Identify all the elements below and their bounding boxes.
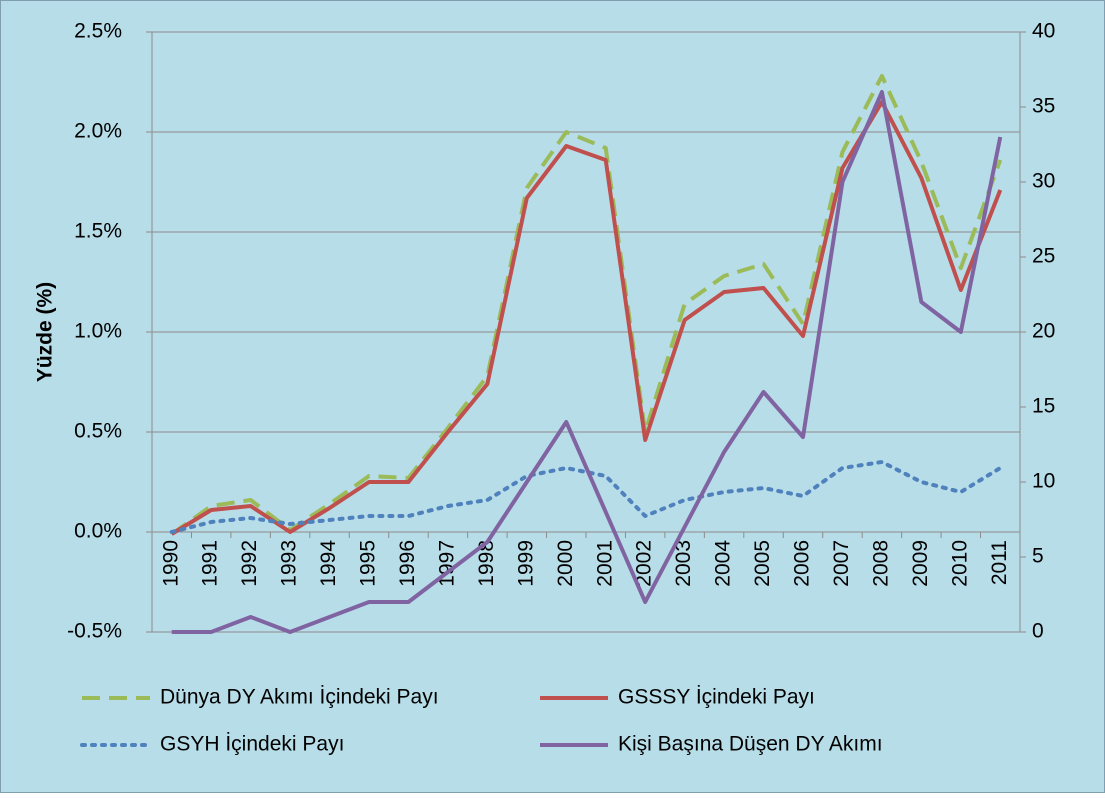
legend-label: Kişi Başına Düşen DY Akımı bbox=[618, 733, 883, 756]
x-tick-label: 2003 bbox=[672, 540, 695, 587]
x-tick-label: 2006 bbox=[791, 540, 814, 587]
x-tick-label: 2011 bbox=[988, 540, 1011, 585]
x-tick-label: 2001 bbox=[593, 540, 616, 587]
series-line bbox=[170, 74, 1003, 536]
x-tick-label: 1991 bbox=[199, 540, 222, 587]
y-tick-label: 0.5% bbox=[74, 420, 122, 443]
x-tick-label: 2002 bbox=[633, 540, 656, 587]
y2-tick-label: 25 bbox=[1032, 245, 1055, 268]
x-tick-label: 1996 bbox=[396, 540, 419, 587]
x-tick-label: 1995 bbox=[357, 540, 380, 587]
legend-label: GSSSY İçindeki Payı bbox=[618, 686, 815, 709]
y2-tick-label: 30 bbox=[1032, 170, 1055, 193]
x-tick-label: 1999 bbox=[514, 540, 537, 587]
series-line bbox=[169, 460, 1003, 534]
y2-tick-label: 10 bbox=[1032, 470, 1055, 493]
x-tick-label: 2009 bbox=[909, 540, 932, 587]
x-tick-label: 2007 bbox=[830, 540, 853, 587]
legend-label: GSYH İçindeki Payı bbox=[160, 733, 344, 756]
y-tick-label: 2.5% bbox=[74, 20, 122, 43]
x-tick-label: 1993 bbox=[278, 540, 301, 587]
y-tick-label: 1.0% bbox=[74, 320, 122, 343]
y-tick-label: 1.5% bbox=[74, 220, 122, 243]
y2-tick-label: 5 bbox=[1032, 545, 1044, 568]
x-tick-label: 1994 bbox=[317, 540, 340, 587]
x-tick-label: 2004 bbox=[712, 540, 735, 587]
y2-tick-label: 15 bbox=[1032, 395, 1055, 418]
y2-tick-label: 0 bbox=[1032, 620, 1044, 643]
y2-tick-label: 35 bbox=[1032, 95, 1055, 118]
x-tick-label: 2008 bbox=[869, 540, 892, 587]
x-tick-label: 2010 bbox=[948, 540, 971, 587]
x-tick-label: 1998 bbox=[475, 540, 498, 587]
y-tick-label: 0.0% bbox=[74, 520, 122, 543]
x-tick-label: 1992 bbox=[238, 540, 261, 587]
y2-tick-label: 20 bbox=[1032, 320, 1055, 343]
x-tick-label: 1990 bbox=[159, 540, 182, 587]
series-line bbox=[171, 90, 1003, 634]
y-tick-label: -0.5% bbox=[67, 620, 122, 643]
x-tick-label: 2000 bbox=[554, 540, 577, 587]
y-tick-label: 2.0% bbox=[74, 120, 122, 143]
x-tick-label: 2005 bbox=[751, 540, 774, 587]
y-axis-label: Yüzde (%) bbox=[34, 282, 57, 382]
legend-label: Dünya DY Akımı İçindeki Payı bbox=[160, 686, 439, 709]
y2-tick-label: 40 bbox=[1032, 20, 1055, 43]
